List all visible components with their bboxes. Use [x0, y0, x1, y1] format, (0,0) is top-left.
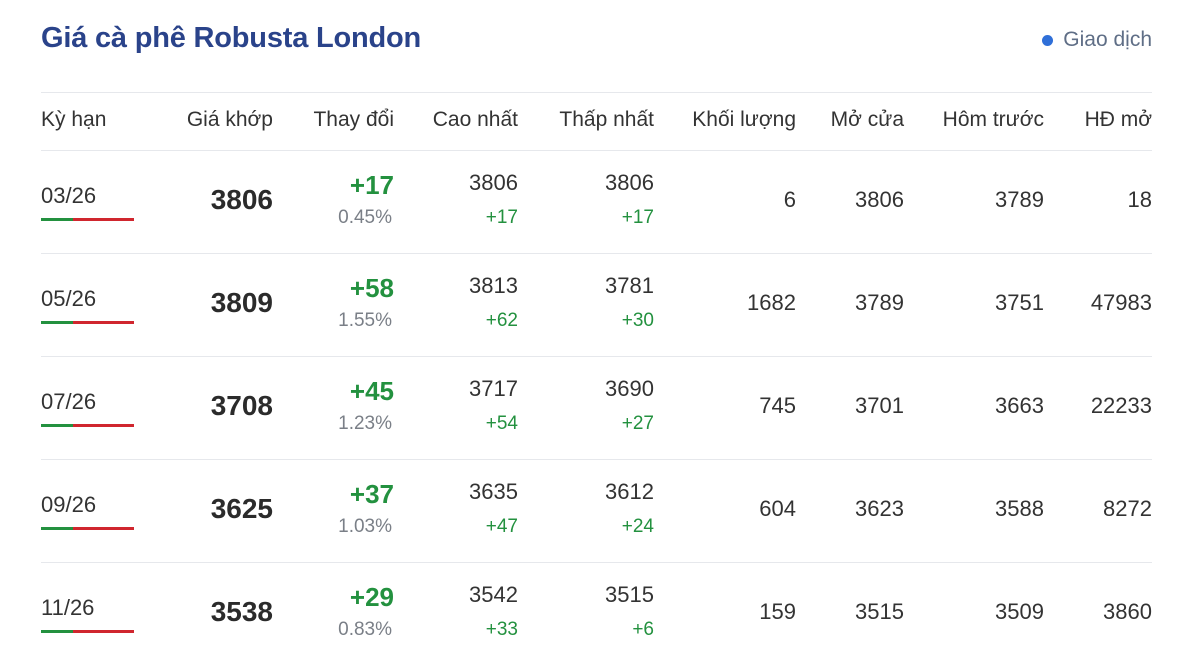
term: 09/26	[41, 492, 97, 517]
high: 3635	[469, 479, 518, 504]
low-delta: +6	[632, 619, 654, 640]
change-percent: 0.83%	[338, 619, 392, 640]
open-interest: 22233	[1090, 393, 1152, 418]
high: 3542	[469, 582, 518, 607]
low-delta: +30	[621, 310, 654, 331]
table-row[interactable]: 03/26 3806 +17 0.45% 3806 +17 3806 +17 6…	[41, 151, 1152, 254]
open: 3806	[855, 187, 904, 212]
volume: 745	[759, 393, 796, 418]
change-percent: 1.03%	[338, 516, 392, 537]
col-price[interactable]: Giá khớp	[186, 108, 273, 131]
range-bar	[41, 218, 134, 221]
table-row[interactable]: 07/26 3708 +45 1.23% 3717 +54 3690 +27 7…	[41, 357, 1152, 460]
open-interest: 3860	[1103, 599, 1152, 624]
col-prev[interactable]: Hôm trước	[942, 108, 1044, 131]
open: 3515	[855, 599, 904, 624]
high: 3717	[469, 376, 518, 401]
price-table: Kỳ hạn Giá khớp Thay đổi Cao nhất Thấp n…	[41, 92, 1152, 661]
open: 3701	[855, 393, 904, 418]
high-delta: +17	[485, 207, 518, 228]
trading-status: Giao dịch	[1042, 28, 1152, 52]
range-bar	[41, 321, 134, 324]
low-delta: +24	[621, 516, 654, 537]
col-high[interactable]: Cao nhất	[432, 108, 518, 131]
previous-close: 3509	[995, 599, 1044, 624]
high-delta: +54	[485, 413, 518, 434]
low: 3515	[605, 582, 654, 607]
table-row[interactable]: 11/26 3538 +29 0.83% 3542 +33 3515 +6 15…	[41, 563, 1152, 661]
high: 3806	[469, 170, 518, 195]
match-price: 3806	[210, 184, 273, 215]
col-volume[interactable]: Khối lượng	[692, 108, 796, 131]
low: 3612	[605, 479, 654, 504]
table-row[interactable]: 09/26 3625 +37 1.03% 3635 +47 3612 +24 6…	[41, 460, 1152, 563]
open-interest: 47983	[1090, 290, 1152, 315]
low: 3781	[605, 273, 654, 298]
table-header: Kỳ hạn Giá khớp Thay đổi Cao nhất Thấp n…	[41, 92, 1152, 151]
change: +45	[349, 376, 394, 406]
range-bar	[41, 630, 134, 633]
change: +58	[349, 273, 394, 303]
low-delta: +17	[621, 207, 654, 228]
high-delta: +33	[485, 619, 518, 640]
change-percent: 1.23%	[338, 413, 392, 434]
col-open[interactable]: Mở cửa	[830, 108, 904, 131]
match-price: 3538	[210, 596, 273, 627]
volume: 1682	[747, 290, 796, 315]
open: 3623	[855, 496, 904, 521]
change: +29	[349, 582, 394, 612]
term: 05/26	[41, 286, 97, 311]
open-interest: 18	[1127, 187, 1152, 212]
previous-close: 3789	[995, 187, 1044, 212]
low-delta: +27	[621, 413, 654, 434]
change: +37	[349, 479, 394, 509]
volume: 604	[759, 496, 796, 521]
previous-close: 3588	[995, 496, 1044, 521]
high: 3813	[469, 273, 518, 298]
volume: 159	[759, 599, 796, 624]
low: 3806	[605, 170, 654, 195]
range-bar	[41, 424, 134, 427]
col-change[interactable]: Thay đổi	[313, 108, 394, 131]
change-percent: 0.45%	[338, 207, 392, 228]
table-row[interactable]: 05/26 3809 +58 1.55% 3813 +62 3781 +30 1…	[41, 254, 1152, 357]
col-low[interactable]: Thấp nhất	[559, 108, 654, 131]
high-delta: +62	[485, 310, 518, 331]
match-price: 3708	[210, 390, 273, 421]
term: 07/26	[41, 389, 97, 414]
open-interest: 8272	[1103, 496, 1152, 521]
previous-close: 3751	[995, 290, 1044, 315]
open: 3789	[855, 290, 904, 315]
col-term[interactable]: Kỳ hạn	[41, 108, 107, 131]
range-bar	[41, 527, 134, 530]
change: +17	[349, 170, 394, 200]
volume: 6	[783, 187, 796, 212]
page-title: Giá cà phê Robusta London	[41, 22, 422, 54]
low: 3690	[605, 376, 654, 401]
term: 11/26	[41, 595, 95, 620]
high-delta: +47	[485, 516, 518, 537]
col-open-interest[interactable]: HĐ mở	[1084, 108, 1152, 131]
status-label: Giao dịch	[1063, 28, 1152, 51]
change-percent: 1.55%	[338, 310, 392, 331]
match-price: 3809	[210, 287, 273, 318]
match-price: 3625	[210, 493, 273, 524]
term: 03/26	[41, 183, 97, 208]
status-dot-icon	[1042, 34, 1054, 46]
previous-close: 3663	[995, 393, 1044, 418]
